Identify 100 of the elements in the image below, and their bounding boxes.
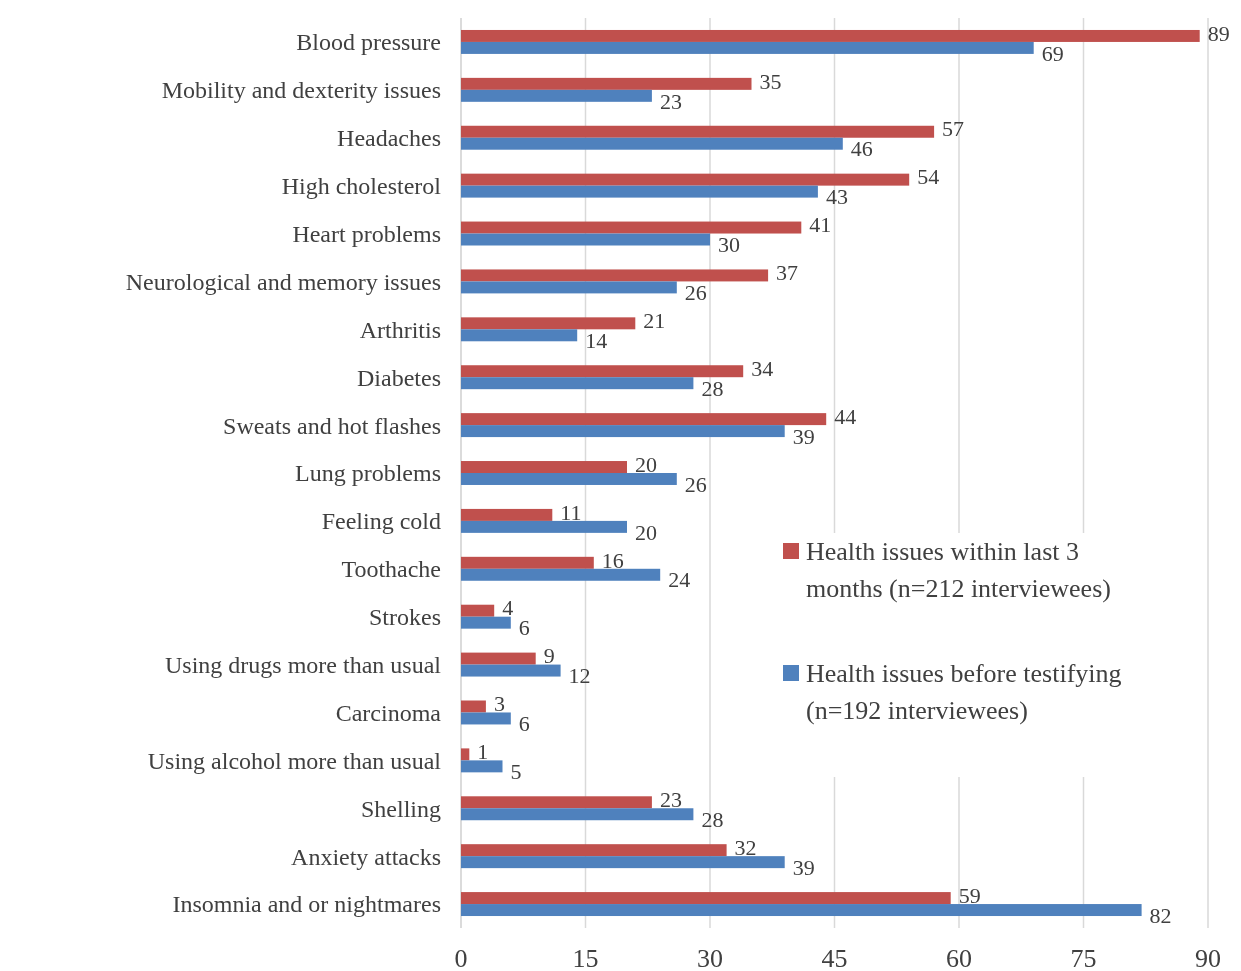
bar [461,413,827,426]
bar [461,89,652,102]
y-tick-label: Headaches [337,125,441,152]
bar [461,700,486,713]
x-tick-label: 90 [1195,944,1221,971]
bar [461,892,951,905]
data-label: 14 [585,328,608,353]
data-label: 35 [759,68,782,94]
data-label: 37 [776,260,799,286]
bar [461,856,785,869]
bar [461,604,495,617]
data-label: 16 [601,547,624,573]
y-tick-label: Shelling [360,795,441,822]
bar [461,473,677,485]
data-label: 9 [543,643,555,669]
data-label: 26 [684,471,707,497]
y-tick-label: Mobility and dexterity issues [161,77,441,104]
bar [461,125,935,138]
data-label: 21 [643,308,666,334]
data-label: 32 [734,834,757,860]
data-label: 44 [834,403,857,429]
data-label: 54 [917,164,940,190]
data-label: 39 [792,423,815,449]
y-tick-label: Toothache [341,556,441,583]
data-label: 23 [659,786,682,812]
x-tick-label: 30 [697,944,723,971]
x-tick-label: 75 [1070,944,1097,971]
bar [461,425,785,438]
data-label: 34 [751,355,774,381]
y-tick-label: Anxiety attacks [291,843,441,870]
bar [461,185,818,198]
data-label: 57 [942,116,965,142]
bar [461,712,511,725]
data-label: 28 [701,375,724,401]
bar [461,269,769,282]
bar [461,365,744,378]
bar [461,41,1034,54]
y-tick-label: Using drugs more than usual [165,651,442,678]
data-label: 6 [518,615,530,641]
data-label: 12 [568,663,591,689]
bar [461,904,1142,917]
data-label: 30 [718,232,740,258]
bar [461,233,710,246]
y-tick-label: Insomnia and or nightmares [172,891,441,918]
y-tick-label: Feeling cold [321,508,441,535]
bar [461,281,677,294]
bar [461,137,843,150]
y-tick-label: Lung problems [295,460,441,487]
x-tick-label: 45 [821,944,848,971]
data-label: 23 [659,88,682,114]
data-label: 24 [668,567,691,593]
data-label: 4 [502,595,514,621]
bar [461,844,727,857]
data-label: 20 [635,451,657,477]
y-tick-label: Blood pressure [296,29,441,56]
bar [461,760,503,773]
bar [461,461,627,473]
bar [461,221,802,234]
data-label: 6 [518,711,530,737]
y-tick-label: Neurological and memory issues [125,268,441,295]
x-tick-label: 0 [454,944,468,971]
data-label: 20 [635,519,657,545]
x-tick-label: 60 [946,944,972,971]
data-label: 69 [1041,40,1064,66]
y-tick-label: Heart problems [292,220,441,247]
bar [461,520,627,533]
bar [461,796,652,809]
data-label: 39 [792,854,815,880]
data-label: 26 [684,280,707,306]
y-tick-label: Strokes [369,604,441,631]
data-label: 41 [809,212,832,238]
data-label: 3 [493,691,505,717]
bar [461,173,910,186]
data-label: 43 [825,184,848,210]
data-label: 59 [958,882,981,908]
bar [461,29,1200,42]
data-label: 46 [850,136,873,162]
data-label: 1 [477,739,489,765]
data-label: 11 [560,499,582,525]
bar [461,377,694,390]
y-tick-label: Sweats and hot flashes [223,412,441,439]
data-label: 28 [701,806,724,832]
legend-label: Health issues within last 3 months (n=212 interviewees) [806,537,1111,604]
bar [461,748,470,761]
x-tick-label: 15 [572,944,599,971]
y-tick-label: Carcinoma [335,699,442,726]
bar [461,77,752,90]
bar [461,317,636,330]
y-tick-label: Using alcohol more than usual [147,747,442,774]
legend-label: Health issues before testifying (n=192 interviewees) [806,659,1122,726]
bar [461,329,578,342]
y-tick-label: High cholesterol [281,173,442,200]
data-label: 89 [1207,20,1230,46]
y-tick-label: Arthritis [359,316,441,343]
y-tick-label: Diabetes [357,364,441,391]
bar [461,568,661,581]
bar [461,664,561,677]
bar [461,556,594,569]
bar [461,808,694,821]
bar [461,508,553,521]
